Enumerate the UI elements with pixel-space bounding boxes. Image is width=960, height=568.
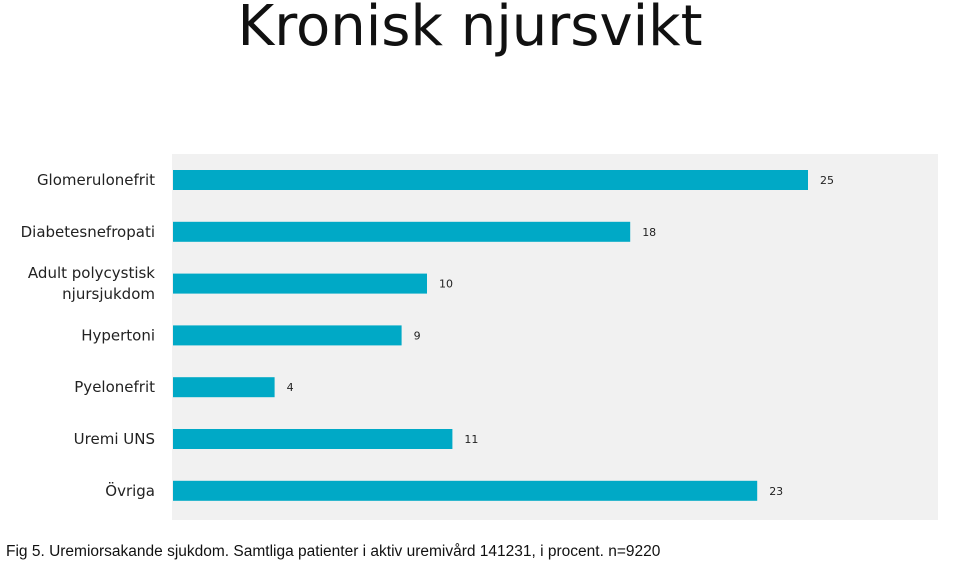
bar-6 bbox=[173, 480, 758, 501]
data-label-2: 10 bbox=[439, 278, 453, 291]
data-label-0: 25 bbox=[820, 174, 834, 187]
category-label-3: Hypertoni bbox=[81, 326, 155, 344]
chart: Glomerulonefrit Diabetesnefropati Adult po… bbox=[0, 140, 960, 530]
category-label-1: Diabetesnefropati bbox=[21, 223, 155, 241]
data-label-4: 4 bbox=[287, 381, 294, 394]
bar-1 bbox=[173, 221, 631, 242]
data-label-6: 23 bbox=[769, 485, 783, 498]
page-title: Kronisk njursvikt bbox=[237, 0, 703, 59]
category-label-0: Glomerulonefrit bbox=[37, 171, 155, 189]
bar-chart-svg: Glomerulonefrit Diabetesnefropati Adult po… bbox=[21, 154, 938, 520]
bar-2 bbox=[173, 273, 427, 294]
data-label-5: 11 bbox=[464, 433, 478, 446]
category-label-4: Pyelonefrit bbox=[74, 378, 155, 396]
category-label-2: Adult polycystisk njursjukdom bbox=[28, 264, 155, 303]
data-label-3: 9 bbox=[414, 329, 421, 342]
category-label-6: Övriga bbox=[105, 481, 155, 500]
bar-5 bbox=[173, 429, 453, 449]
bar-3 bbox=[173, 325, 402, 346]
bar-0 bbox=[173, 170, 808, 190]
category-label-5: Uremi UNS bbox=[74, 430, 155, 448]
figure-caption: Fig 5. Uremiorsakande sjukdom. Samtliga … bbox=[6, 543, 661, 560]
data-label-1: 18 bbox=[642, 226, 656, 239]
bar-4 bbox=[173, 377, 275, 398]
